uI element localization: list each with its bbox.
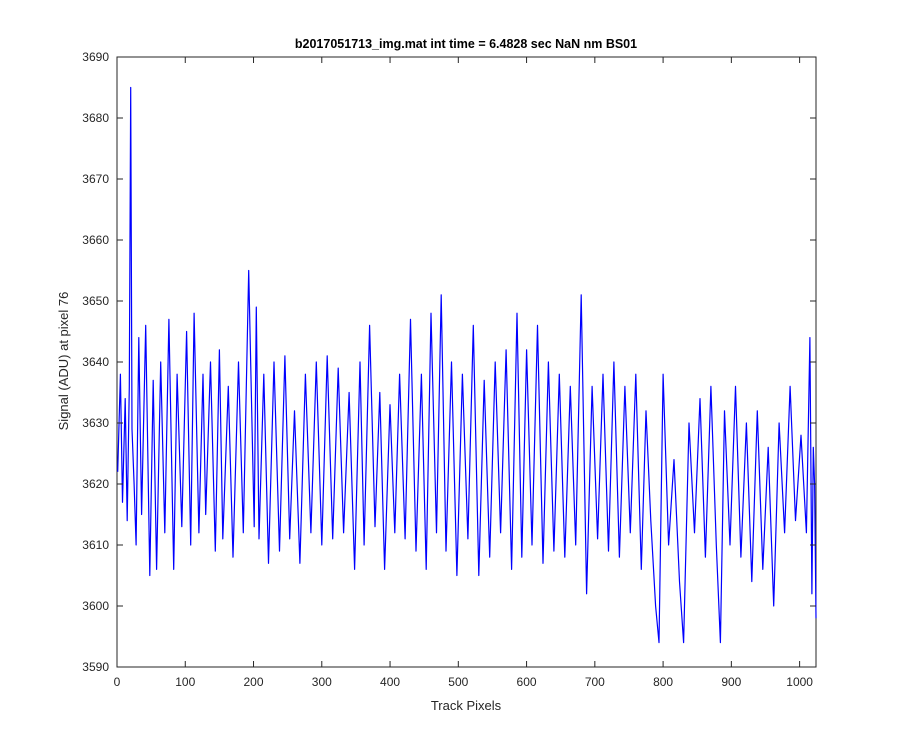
x-tick-label: 500: [448, 675, 468, 689]
y-axis-label: Signal (ADU) at pixel 76: [56, 292, 71, 431]
chart-title: b2017051713_img.mat int time = 6.4828 se…: [295, 37, 637, 51]
x-tick-label: 700: [585, 675, 605, 689]
y-tick-label: 3680: [82, 111, 109, 125]
x-tick-label: 1000: [786, 675, 813, 689]
x-tick-label: 100: [175, 675, 195, 689]
y-tick-label: 3690: [82, 50, 109, 64]
y-tick-label: 3620: [82, 477, 109, 491]
x-tick-label: 900: [721, 675, 741, 689]
y-tick-label: 3600: [82, 599, 109, 613]
y-tick-label: 3670: [82, 172, 109, 186]
x-axis: 0 100 200 300 400 500 600 700 800 900 1000: [114, 57, 813, 689]
series-line: [117, 86, 817, 644]
x-axis-label: Track Pixels: [431, 698, 502, 713]
axes-box: [116, 56, 817, 668]
x-tick-label: 0: [114, 675, 121, 689]
plot-area: 0 100 200 300 400 500 600 700 800 900 1000 3590 360…: [82, 50, 817, 689]
x-tick-label: 300: [312, 675, 332, 689]
x-tick-label: 800: [653, 675, 673, 689]
x-tick-label: 400: [380, 675, 400, 689]
y-tick-label: 3650: [82, 294, 109, 308]
y-tick-label: 3590: [82, 660, 109, 674]
x-tick-label: 200: [244, 675, 264, 689]
y-tick-label: 3660: [82, 233, 109, 247]
y-axis: 3590 3600 3610 3620 3630 3640 3650 3660 3670 3680…: [82, 50, 816, 674]
x-tick-label: 600: [517, 675, 537, 689]
y-tick-label: 3610: [82, 538, 109, 552]
y-tick-label: 3640: [82, 355, 109, 369]
y-tick-label: 3630: [82, 416, 109, 430]
